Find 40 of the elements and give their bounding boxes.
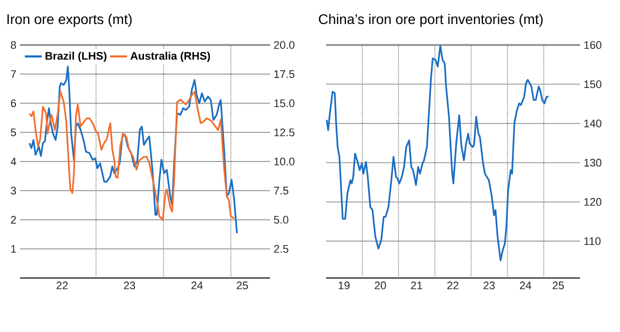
y2-tick-label: 2.5 (274, 245, 288, 253)
x-tick-label: 24 (191, 282, 203, 290)
y2-tick-label: 15.0 (274, 99, 294, 108)
y-tick-label: 4 (10, 158, 16, 166)
y2-tick-label: 120 (584, 198, 602, 206)
y-tick-label: 3 (10, 186, 16, 195)
y2-tick-label: 150 (584, 80, 602, 88)
y-tick-label: 6 (10, 99, 16, 108)
y2-tick-label: 7.5 (274, 186, 288, 194)
y2-tick-label: 17.5 (274, 70, 294, 78)
x-tick-label: 22 (447, 282, 458, 290)
chart-title: Iron ore exports (mt) (7, 14, 132, 27)
y2-tick-label: 12.5 (274, 128, 294, 136)
line-series (28, 66, 238, 234)
y-tick-label: 8 (10, 41, 16, 49)
legend-label: Australia (RHS) (130, 52, 210, 62)
y-tick-label: 5 (10, 128, 16, 136)
y2-tick-label: 160 (584, 41, 602, 49)
y2-tick-label: 20.0 (274, 41, 294, 49)
x-tick-label: 24 (520, 282, 532, 290)
line-series (326, 45, 550, 262)
x-tick-label: 23 (124, 282, 136, 290)
x-tick-label: 22 (56, 282, 68, 290)
legend-label: Brazil (LHS) (46, 52, 106, 62)
y2-tick-label: 10.0 (274, 158, 294, 166)
x-tick-label: 25 (552, 282, 564, 290)
line-series (28, 90, 236, 221)
y2-tick-label: 130 (584, 158, 602, 167)
x-tick-label: 19 (338, 282, 350, 290)
x-tick-label: 20 (374, 282, 386, 290)
y-tick-label: 7 (10, 70, 16, 78)
y2-tick-label: 110 (584, 237, 601, 246)
chart-title: China’s iron ore port inventories (mt) (318, 14, 543, 27)
y-tick-label: 2 (10, 216, 16, 224)
y2-tick-label: 5.0 (274, 216, 288, 224)
x-tick-label: 23 (484, 282, 495, 290)
x-tick-label: 21 (411, 282, 422, 290)
y-tick-label: 1 (11, 245, 16, 253)
y2-tick-label: 140 (584, 120, 602, 128)
x-tick-label: 25 (236, 282, 248, 290)
